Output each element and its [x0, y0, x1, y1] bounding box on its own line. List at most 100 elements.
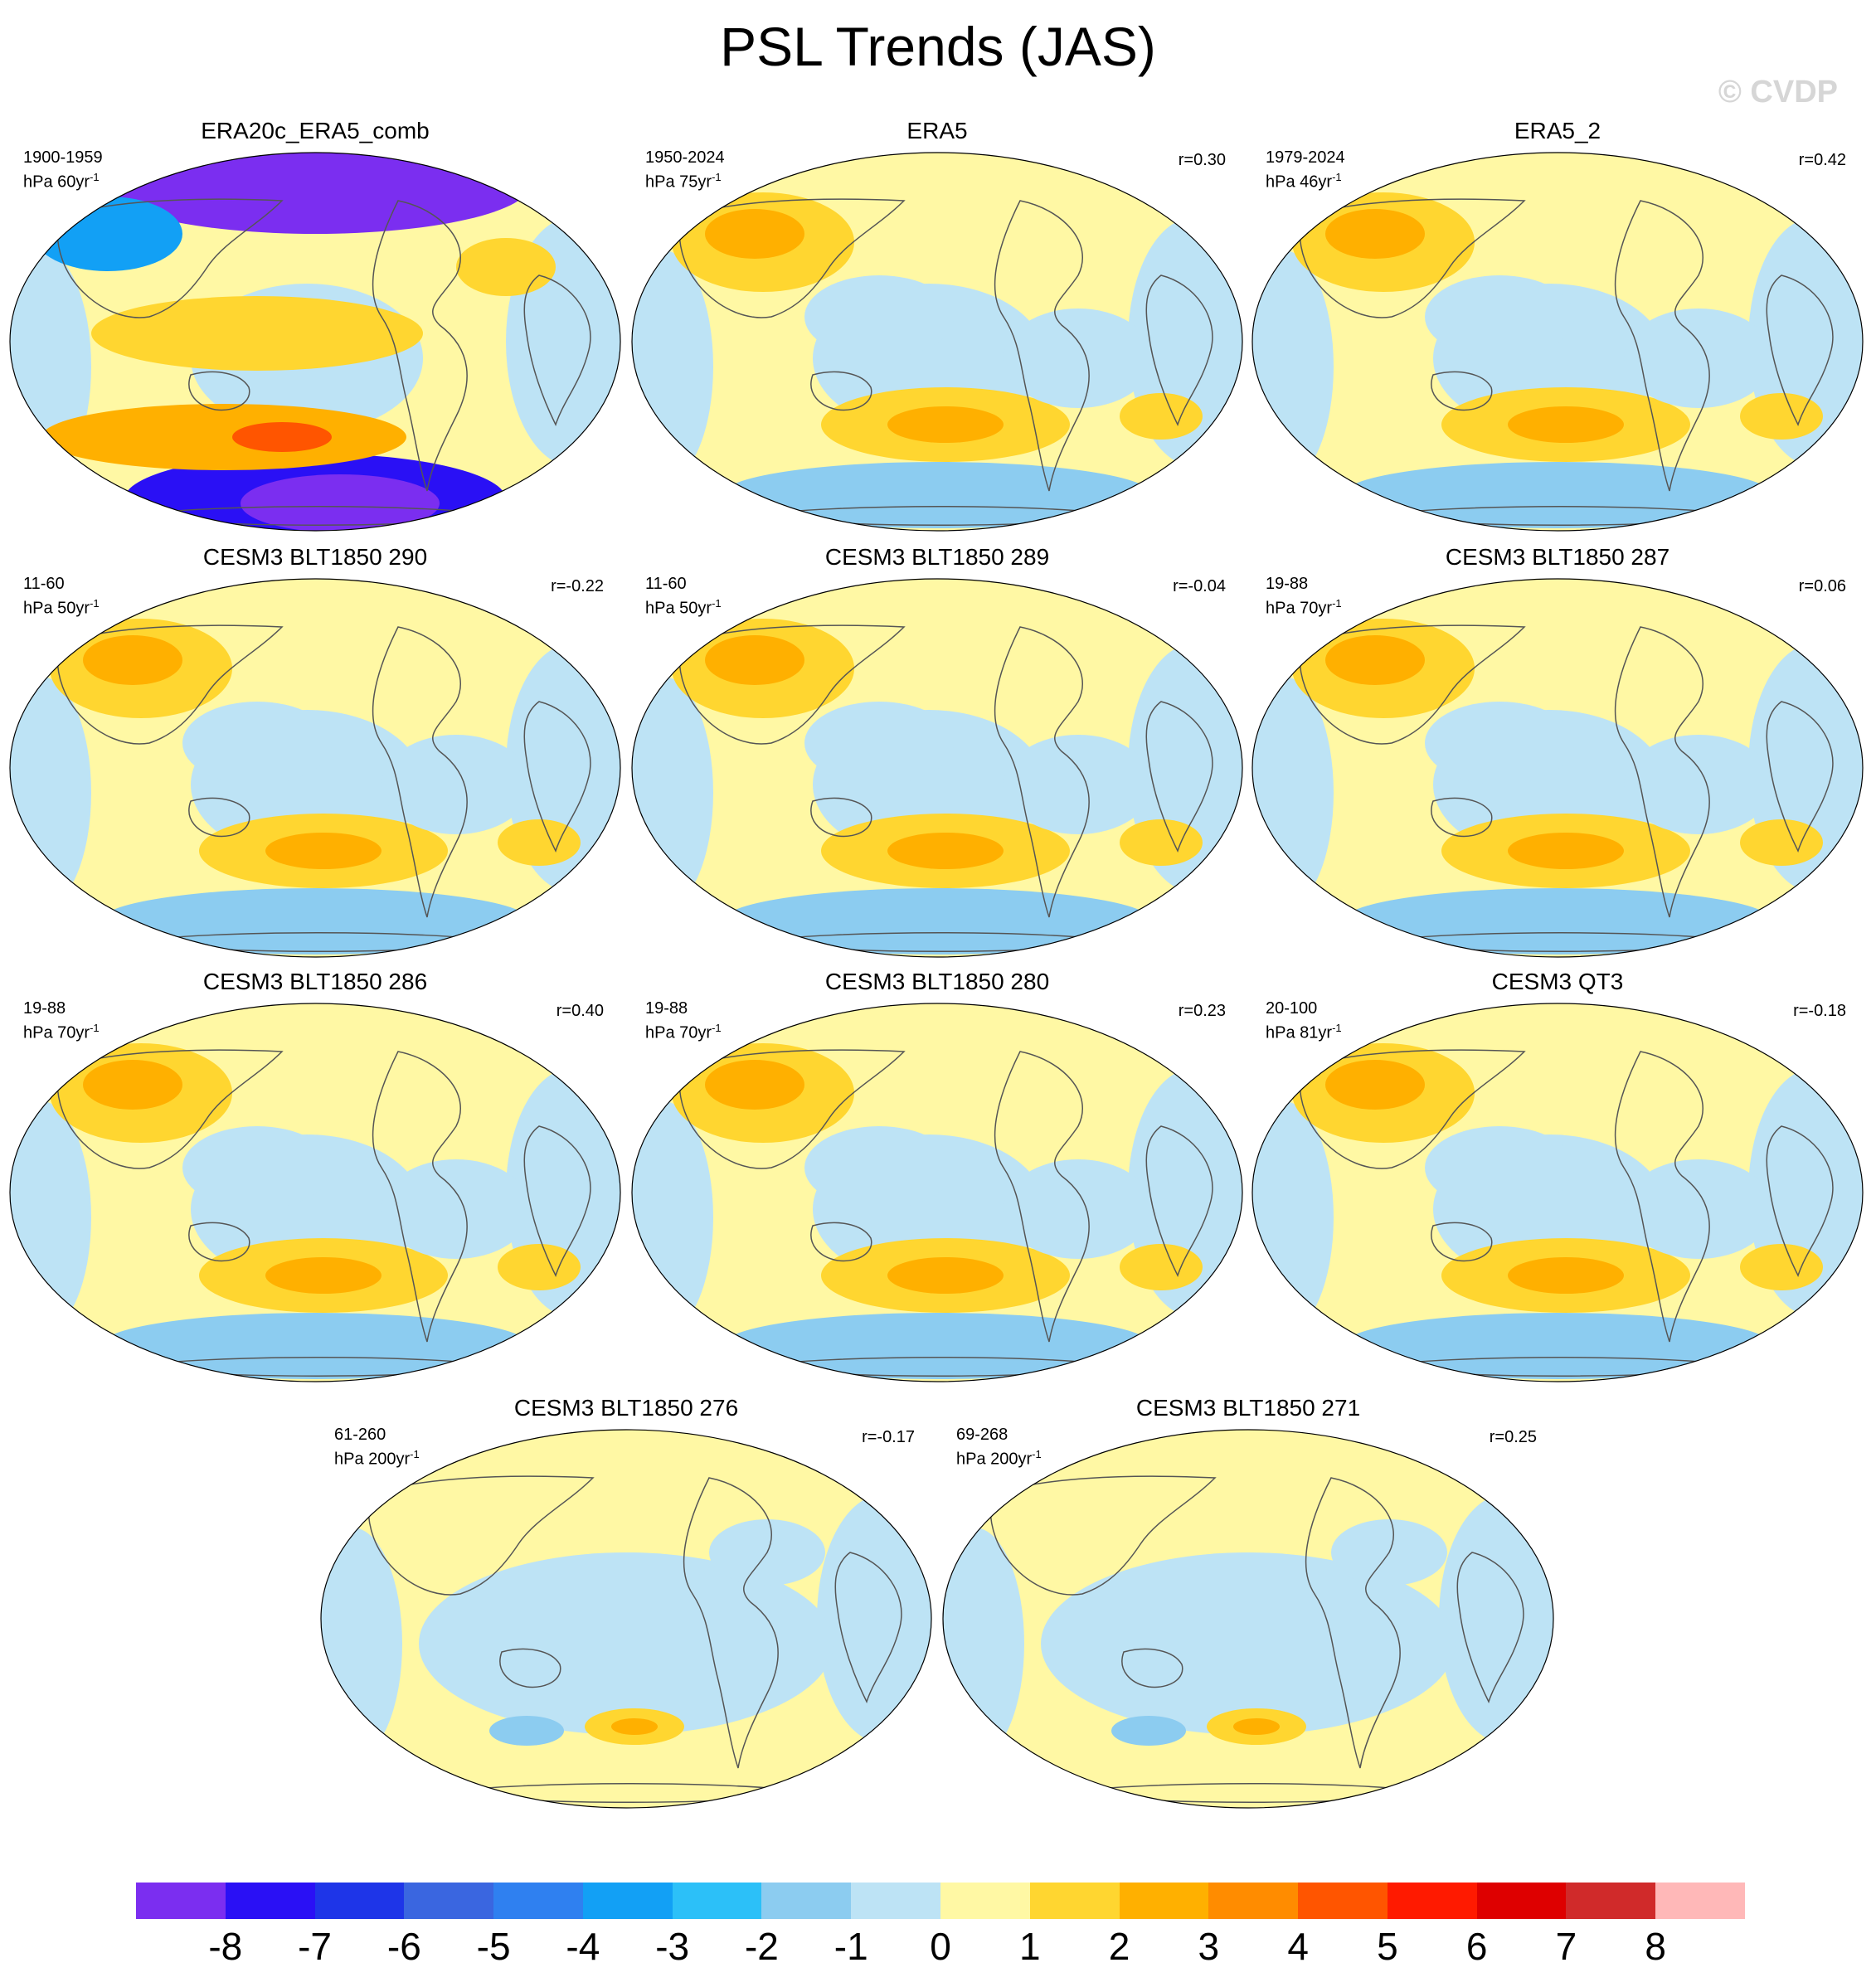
colorbar-tick-label: 5 [1377, 1925, 1398, 1968]
panel-units-exponent: -1 [90, 171, 100, 183]
trend-contour [1508, 1257, 1624, 1294]
trend-contour [419, 1552, 834, 1735]
panel-units-text: hPa 50yr [645, 599, 712, 618]
eurasia-outline [678, 1049, 906, 1169]
map-panel: CESM3 QT3 20-100 hPa 81yr-1 r=-0.18 [1251, 969, 1864, 1383]
panel-units: hPa 46yr-1 [1266, 168, 1342, 192]
africa-outline [1145, 701, 1213, 853]
trend-field [632, 619, 1242, 955]
trend-contour [611, 1718, 658, 1735]
eurasia-outline [1299, 624, 1526, 745]
panel-units-exponent: -1 [712, 597, 722, 610]
trend-contour [1233, 1718, 1280, 1735]
trend-contour [1325, 209, 1425, 259]
trend-contour [1740, 1244, 1823, 1290]
panel-units-exponent: -1 [712, 171, 722, 183]
africa-outline [834, 1552, 902, 1703]
australia-outline [1121, 1648, 1183, 1688]
trend-contour [1342, 888, 1773, 955]
panel-period: 1979-2024 [1266, 148, 1345, 167]
panel-units-exponent: -1 [712, 1022, 722, 1034]
trend-contour [1120, 1244, 1203, 1290]
robinson-map [942, 1429, 1554, 1809]
map-panel: CESM3 BLT1850 286 19-88 hPa 70yr-1 r=0.40 [8, 969, 622, 1383]
trend-contour [705, 1060, 804, 1110]
trend-contour [1342, 462, 1773, 528]
trend-contour [83, 635, 182, 685]
australia-outline [188, 371, 250, 411]
eurasia-outline [1299, 1049, 1526, 1169]
colorbar-tick-label: 8 [1645, 1925, 1667, 1968]
map-border [1251, 1003, 1864, 1382]
panel-units: hPa 200yr-1 [956, 1445, 1042, 1470]
colorbar-cell [1387, 1883, 1478, 1919]
panel-units: hPa 70yr-1 [1266, 594, 1342, 619]
panel-correlation: r=0.42 [1798, 151, 1846, 169]
map-border [1251, 578, 1864, 958]
eurasia-outline [367, 1475, 595, 1596]
africa-outline [523, 701, 591, 853]
map-border [1251, 152, 1864, 532]
panel-units-text: hPa 70yr [1266, 599, 1333, 618]
panel-correlation: r=-0.04 [1173, 577, 1226, 595]
colorbar-cell [1655, 1883, 1746, 1919]
trend-contour [887, 406, 1004, 443]
map-border [320, 1429, 932, 1809]
eurasia-outline [989, 1475, 1217, 1596]
trend-contour [722, 1313, 1153, 1379]
trend-contour [83, 1060, 182, 1110]
colorbar-tick-label: -2 [744, 1925, 779, 1968]
trend-contour [1508, 833, 1624, 869]
colorbar-cell [404, 1883, 494, 1919]
africa-outline [523, 274, 591, 426]
trend-contour [1425, 1126, 1574, 1209]
robinson-map [9, 578, 621, 958]
panel-units-exponent: -1 [90, 597, 100, 610]
panel-period: 69-268 [956, 1426, 1008, 1444]
colorbar-tick-label: -7 [298, 1925, 332, 1968]
robinson-map [1251, 1003, 1864, 1382]
robinson-map [1251, 578, 1864, 958]
trend-contour [1041, 1552, 1456, 1735]
robinson-map [9, 1003, 621, 1382]
trend-contour [1004, 735, 1153, 834]
panel-correlation: r=-0.17 [862, 1428, 915, 1446]
trend-contour [1120, 393, 1203, 440]
panel-period: 19-88 [23, 999, 66, 1018]
robinson-map [631, 1003, 1243, 1382]
trend-contour [1624, 735, 1773, 834]
trend-contour [1425, 275, 1574, 358]
colorbar-cell [940, 1883, 1031, 1919]
australia-outline [810, 371, 872, 411]
panel-title: CESM3 QT3 [1491, 969, 1624, 994]
colorbar-tick-label: -6 [386, 1925, 421, 1968]
trend-contour [1624, 1159, 1773, 1259]
map-panel: CESM3 BLT1850 290 11-60 hPa 50yr-1 r=-0.22 [8, 544, 622, 959]
colorbar [136, 1883, 1746, 1919]
trend-contour [1508, 406, 1624, 443]
panel-title: ERA5 [906, 118, 968, 143]
panel-period: 20-100 [1266, 999, 1318, 1018]
eurasia-outline [1299, 198, 1526, 318]
africa-outline [1766, 274, 1834, 426]
colorbar-cell [1208, 1883, 1299, 1919]
trend-contour [182, 702, 332, 785]
map-panel: CESM3 BLT1850 287 19-88 hPa 70yr-1 r=0.06 [1251, 544, 1864, 959]
map-panel: CESM3 BLT1850 276 61-260 hPa 200yr-1 r=-0.1… [319, 1395, 933, 1810]
panel-title: CESM3 BLT1850 290 [202, 544, 428, 570]
colorbar-tick-label: 0 [930, 1925, 951, 1968]
trend-contour [232, 422, 332, 452]
trend-field [1252, 1043, 1863, 1379]
trend-contour [100, 888, 531, 955]
panel-units: hPa 75yr-1 [645, 168, 722, 192]
australia-outline [1431, 797, 1493, 838]
colorbar-tick-label: 7 [1555, 1925, 1577, 1968]
africa-outline [1456, 1552, 1524, 1703]
australia-outline [188, 797, 250, 838]
trend-contour [1740, 819, 1823, 866]
map-border [9, 1003, 621, 1382]
americas-outline [372, 626, 468, 918]
panel-units: hPa 81yr-1 [1266, 1018, 1342, 1043]
panel-period: 11-60 [645, 575, 687, 593]
colorbar-cell [1476, 1883, 1567, 1919]
